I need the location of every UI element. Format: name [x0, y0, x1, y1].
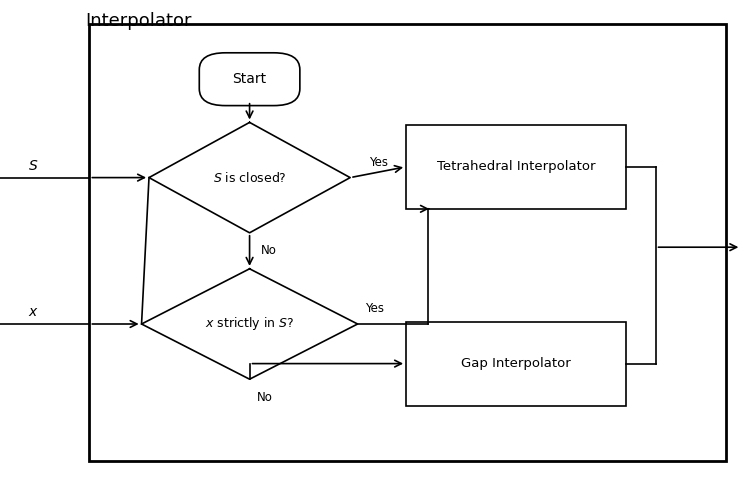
- Bar: [406, 125, 626, 209]
- Text: $S$ is closed?: $S$ is closed?: [213, 170, 286, 185]
- Text: Tetrahedral Interpolator: Tetrahedral Interpolator: [437, 160, 595, 173]
- Text: Yes: Yes: [369, 156, 387, 169]
- Bar: [406, 322, 626, 406]
- Text: Interpolator: Interpolator: [86, 12, 192, 30]
- Bar: [89, 24, 726, 461]
- Text: No: No: [257, 391, 273, 404]
- Text: Gap Interpolator: Gap Interpolator: [461, 357, 571, 370]
- Text: $x$: $x$: [28, 305, 39, 319]
- Text: $S$: $S$: [28, 158, 39, 173]
- Text: Start: Start: [232, 72, 267, 86]
- FancyBboxPatch shape: [200, 53, 299, 106]
- Text: No: No: [261, 244, 276, 257]
- Text: Yes: Yes: [365, 302, 384, 315]
- Text: $x$ strictly in $S$?: $x$ strictly in $S$?: [205, 315, 294, 333]
